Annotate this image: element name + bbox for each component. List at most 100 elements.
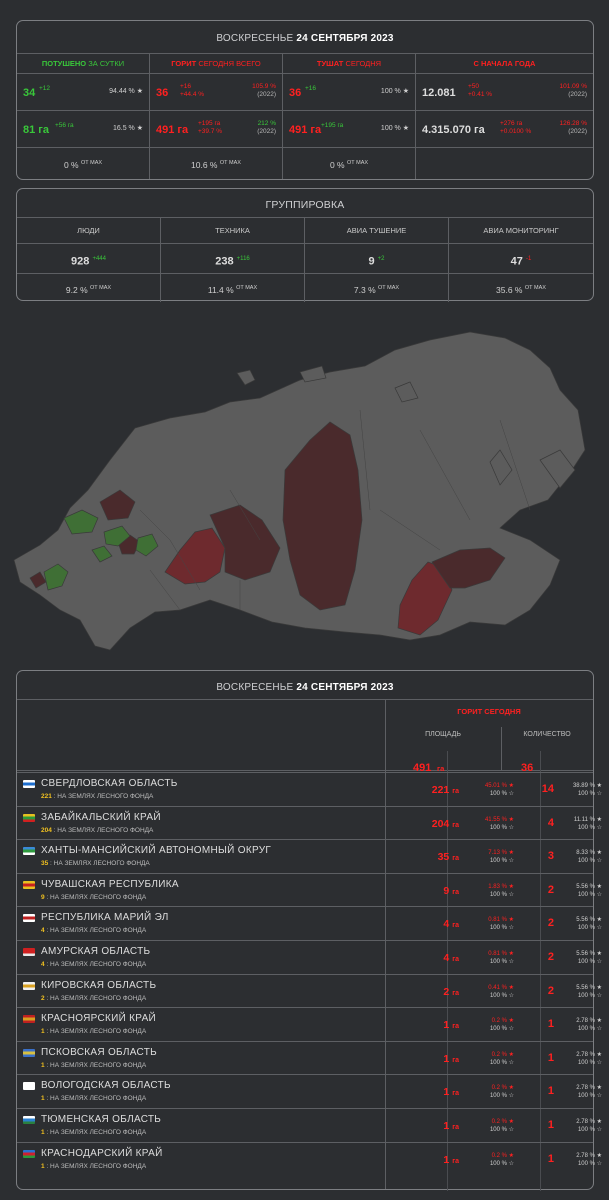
area-value: 491 га: [156, 124, 189, 136]
table-row[interactable]: АМУРСКАЯ ОБЛАСТЬ 4 : НА ЗЕМЛЯХ ЛЕСНОГО ФО…: [17, 940, 602, 974]
region-flag-icon: [23, 880, 35, 889]
region-flag-icon: [23, 1082, 35, 1091]
total-area-unit: га: [437, 764, 445, 773]
region-area-pct-max: 100 % ☆: [489, 925, 514, 932]
region-count: 2: [547, 883, 554, 896]
panel-title: ВОСКРЕСЕНЬЕ 24 СЕНТЯБРЯ 2023: [216, 33, 394, 44]
region-count: 2: [547, 951, 554, 963]
region-name: СВЕРДЛОВСКАЯ ОБЛАСТЬ: [41, 778, 178, 789]
region-count-pct-max: 100 % ☆: [577, 1026, 602, 1033]
area-delta: +276 га: [500, 120, 523, 127]
region-count-pct: 2.78 % ★: [576, 1018, 602, 1025]
col-head-area: ПЛОЩАДЬ: [425, 731, 461, 738]
region-forest-area: 1 : НА ЗЕМЛЯХ ЛЕСНОГО ФОНДА: [41, 1129, 147, 1136]
region-count: 3: [547, 850, 554, 863]
count-year: (2022): [257, 91, 276, 98]
region-amur[interactable]: [431, 547, 506, 589]
area-year: (2022): [568, 128, 587, 135]
region-forest-area: 1 : НА ЗЕМЛЯХ ЛЕСНОГО ФОНДА: [41, 1162, 147, 1170]
table-row[interactable]: ПСКОВСКАЯ ОБЛАСТЬ 1 : НА ЗЕМЛЯХ ЛЕСНОГО Ф…: [17, 1040, 602, 1075]
table-row[interactable]: СВЕРДЛОВСКАЯ ОБЛАСТЬ 221 : НА ЗЕМЛЯХ ЛЕСН…: [17, 772, 602, 806]
count-pct: 94.44 % ★: [109, 88, 143, 95]
group-value: 47 -1: [449, 244, 593, 274]
region-count-pct-max: 100 % ☆: [577, 959, 602, 965]
region-count-pct: 8.33 % ★: [576, 850, 602, 857]
region-area: 4 га: [443, 952, 459, 964]
table-row[interactable]: ВОЛОГОДСКАЯ ОБЛАСТЬ 1 : НА ЗЕМЛЯХ ЛЕСНОГО…: [17, 1074, 602, 1108]
group-max: 9.2 % ОТ MAX: [65, 284, 112, 295]
region-area-pct-max: 100 % ☆: [489, 1160, 514, 1167]
region-forest-area: 1 : НА ЗЕМЛЯХ ЛЕСНОГО ФОНДА: [41, 1028, 147, 1036]
region-count: 2: [547, 917, 554, 930]
region-flag-icon: [23, 948, 35, 956]
region-kirov[interactable]: [99, 489, 136, 521]
region-area: 35 га: [437, 851, 459, 864]
col-head-count: КОЛИЧЕСТВО: [523, 731, 571, 738]
table-row[interactable]: КРАСНОДАРСКИЙ КРАЙ 1 : НА ЗЕМЛЯХ ЛЕСНОГО …: [17, 1141, 602, 1176]
region-area-pct-max: 100 % ☆: [489, 959, 514, 965]
region-area: 4 га: [443, 918, 459, 931]
region-count-pct: 2.78 % ★: [576, 1085, 602, 1092]
region-count-pct: 2.78 % ★: [576, 1152, 602, 1159]
col-head: ПОТУШЕНО: [41, 59, 87, 68]
region-forest-area: 2 : НА ЗЕМЛЯХ ЛЕСНОГО ФОНДА: [41, 994, 147, 1002]
table-row[interactable]: КИРОВСКАЯ ОБЛАСТЬ 2 : НА ЗЕМЛЯХ ЛЕСНОГО Ф…: [17, 973, 602, 1008]
region-extinguished-5: [43, 563, 69, 591]
region-count-pct: 11.11 % ★: [573, 816, 602, 823]
stats-col-extinguished: ПОТУШЕНО ЗА СУТКИ 34 +12 94.44 % ★ 81 га…: [17, 54, 150, 179]
region-krasnoyarsk[interactable]: [282, 421, 363, 611]
area-delta: +195 га: [198, 120, 221, 127]
region-flag-icon: [23, 1015, 35, 1024]
table-row[interactable]: КРАСНОЯРСКИЙ КРАЙ 1 : НА ЗЕМЛЯХ ЛЕСНОГО Ф…: [17, 1007, 602, 1041]
table-row[interactable]: ЧУВАШСКАЯ РЕСПУБЛИКА 9 : НА ЗЕМЛЯХ ЛЕСНОГ…: [17, 872, 602, 907]
region-area: 9 га: [443, 884, 459, 897]
region-name: ПСКОВСКАЯ ОБЛАСТЬ: [41, 1046, 157, 1058]
region-name: КРАСНОДАРСКИЙ КРАЙ: [41, 1147, 163, 1159]
table-row[interactable]: ХАНТЫ-МАНСИЙСКИЙ АВТОНОМНЫЙ ОКРУГ 35 : НА…: [17, 839, 602, 873]
region-count-pct-max: 100 % ☆: [577, 858, 602, 865]
region-name: КИРОВСКАЯ ОБЛАСТЬ: [41, 979, 157, 991]
count-pct: 105.9 %: [252, 83, 276, 90]
group-label: АВИА МОНИТОРИНГ: [449, 218, 593, 244]
total-count: 36: [521, 762, 534, 774]
region-extinguished-1: [63, 509, 99, 535]
region-area: 1 га: [443, 1086, 459, 1099]
region-area-pct: 0.2 % ★: [491, 1119, 514, 1125]
group-col-people: ЛЮДИ 928 +444 9.2 % ОТ MAX: [17, 218, 161, 302]
region-area-pct: 45.01 % ★: [484, 783, 514, 789]
region-count-pct: 2.78 % ★: [576, 1119, 602, 1125]
table-row[interactable]: ЗАБАЙКАЛЬСКИЙ КРАЙ 204 : НА ЗЕМЛЯХ ЛЕСНОГ…: [17, 805, 602, 840]
region-area-pct-max: 100 % ☆: [489, 791, 514, 797]
region-count-pct-max: 100 % ☆: [577, 791, 602, 797]
count-delta: +16: [180, 83, 192, 90]
region-flag-icon: [23, 914, 35, 923]
region-count: 1: [547, 1085, 554, 1098]
region-count: 1: [547, 1051, 554, 1064]
russia-regions-map[interactable]: [0, 310, 609, 660]
region-extinguished-4: [91, 545, 113, 563]
count-year: (2022): [568, 91, 587, 98]
table-row[interactable]: ТЮМЕНСКАЯ ОБЛАСТЬ 1 : НА ЗЕМЛЯХ ЛЕСНОГО Ф…: [17, 1108, 602, 1142]
region-area-pct: 0.81 % ★: [488, 917, 514, 924]
group-label: ЛЮДИ: [17, 218, 160, 244]
region-flag-icon: [23, 1149, 35, 1158]
region-name: АМУРСКАЯ ОБЛАСТЬ: [41, 946, 151, 957]
group-max: 7.3 % ОТ MAX: [353, 284, 400, 295]
region-flag-icon: [23, 847, 35, 856]
group-max: 11.4 % ОТ MAX: [207, 284, 258, 295]
group-col-avia-monitoring: АВИА МОНИТОРИНГ 47 -1 35.6 % ОТ MAX: [449, 218, 593, 302]
total-area: 491: [413, 762, 432, 774]
region-khmao[interactable]: [209, 504, 281, 581]
region-forest-area: 4 : НА ЗЕМЛЯХ ЛЕСНОГО ФОНДА: [41, 927, 147, 935]
region-flag-icon: [23, 981, 35, 990]
table-row[interactable]: РЕСПУБЛИКА МАРИЙ ЭЛ 4 : НА ЗЕМЛЯХ ЛЕСНОГО…: [17, 906, 602, 940]
region-count-pct-max: 100 % ☆: [577, 1059, 602, 1066]
region-count-pct-max: 100 % ☆: [577, 891, 602, 898]
count-pct: 100 % ★: [380, 88, 409, 95]
region-area-pct-max: 100 % ☆: [489, 1093, 514, 1100]
group-col-avia-fighting: АВИА ТУШЕНИЕ 9 +2 7.3 % ОТ MAX: [305, 218, 449, 302]
region-flag-icon: [23, 813, 35, 822]
panel-title: ГРУППИРОВКА: [265, 199, 345, 211]
group-value: 9 +2: [305, 244, 448, 274]
count-delta: +50: [468, 83, 480, 90]
